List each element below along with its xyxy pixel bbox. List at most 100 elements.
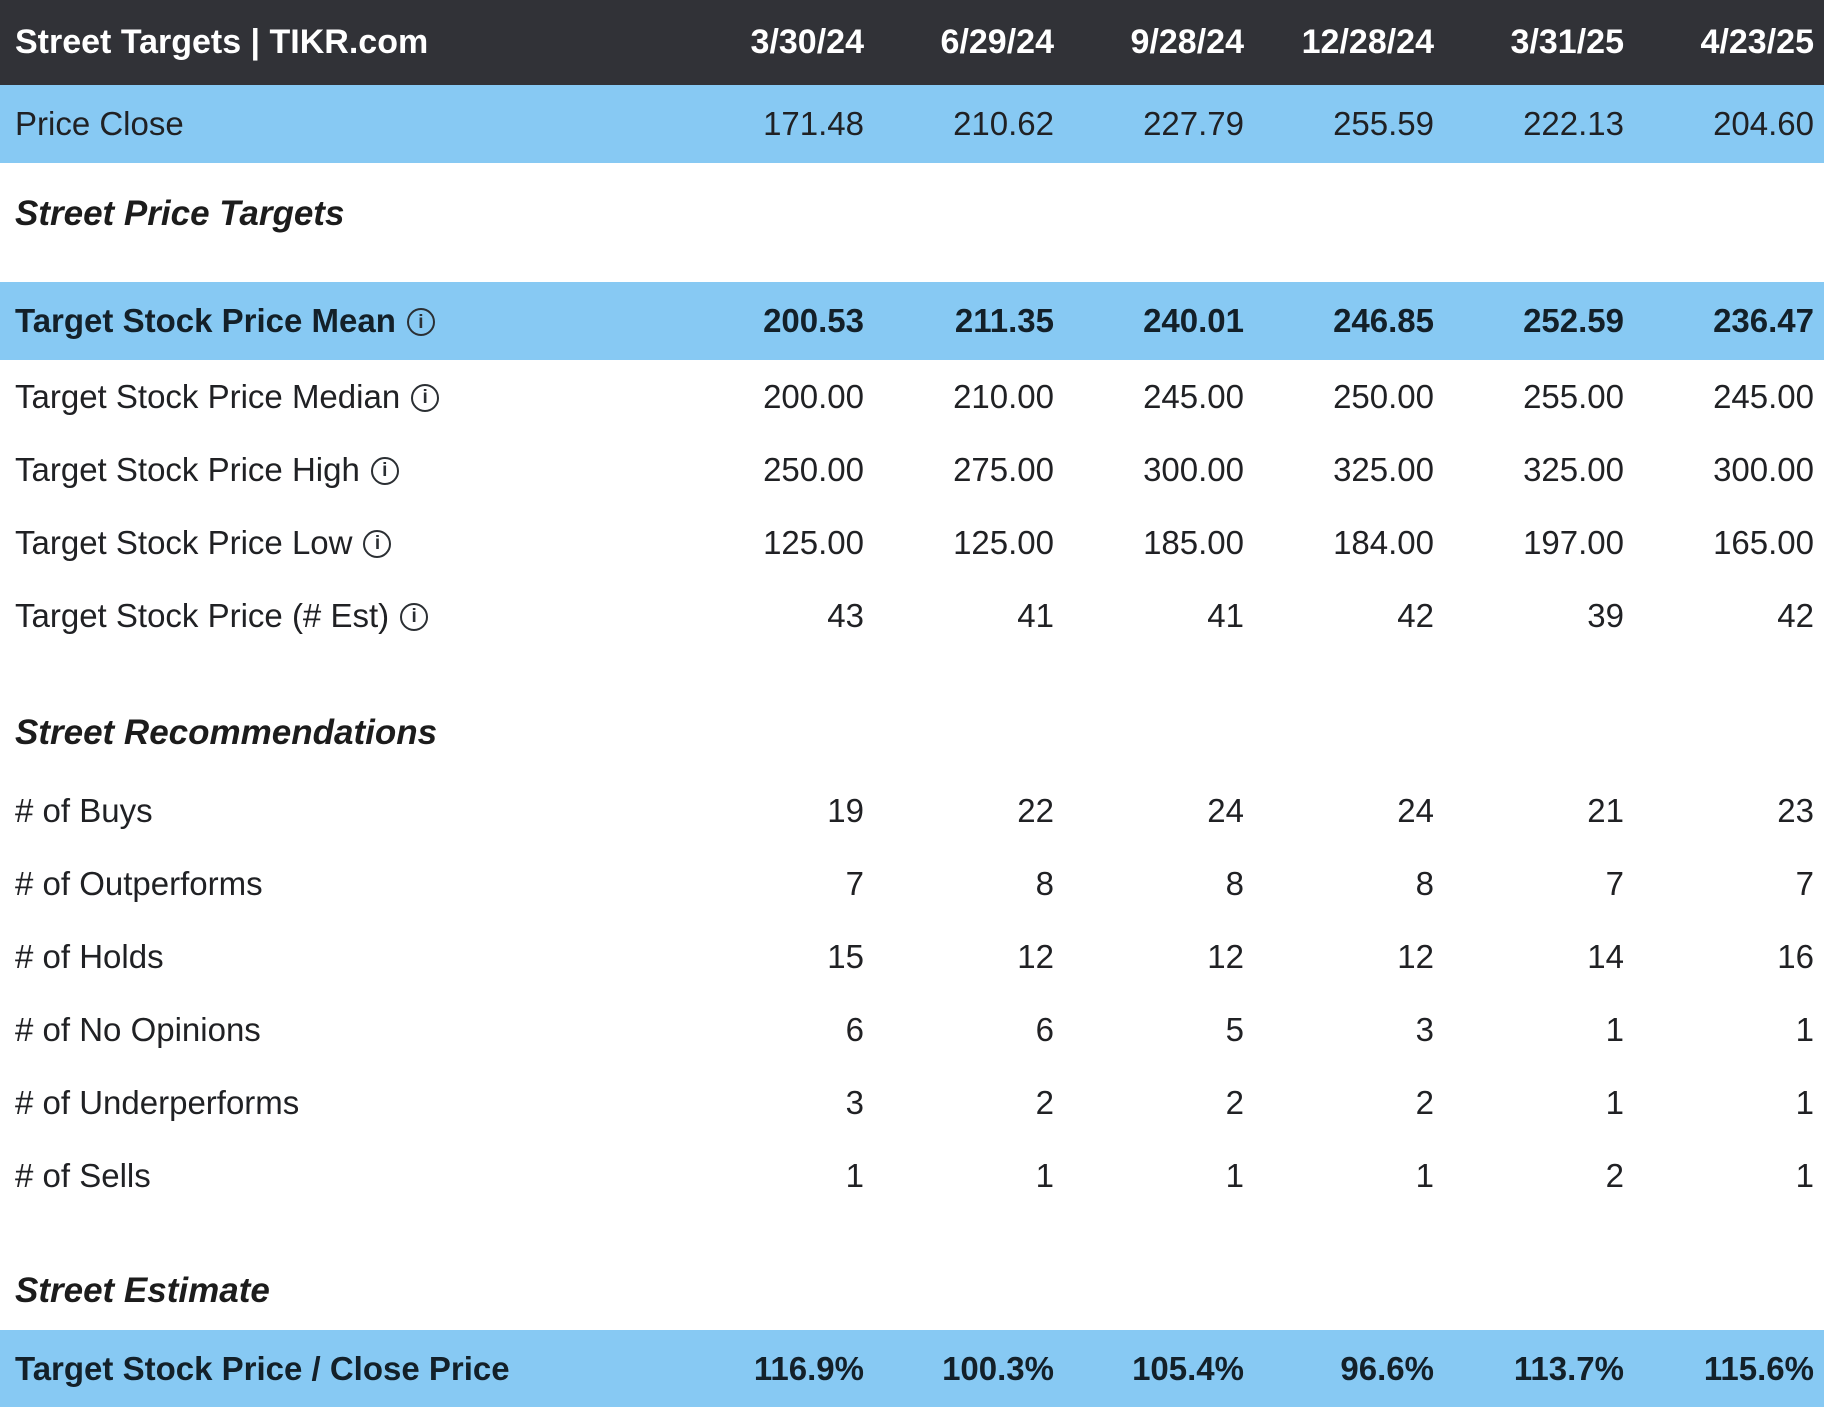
table-row-target-low: Target Stock Price Low i 125.00 125.00 1… (0, 506, 1824, 579)
cell: 255.00 (1523, 377, 1624, 415)
cell: 7 (845, 864, 864, 902)
cell: 7 (1795, 864, 1814, 902)
column-header: 6/29/24 (940, 23, 1054, 61)
cell: 165.00 (1713, 523, 1814, 561)
row-label: # of Sells (15, 1156, 151, 1194)
info-icon[interactable]: i (400, 602, 429, 631)
table-row-no-opinions: # of No Opinions 6 6 5 3 1 1 (0, 993, 1824, 1066)
table-row-underperforms: # of Underperforms 3 2 2 2 1 1 (0, 1066, 1824, 1139)
table-title: Street Targets | TIKR.com (15, 23, 429, 61)
row-label: # of Buys (15, 791, 153, 829)
cell: 100.3% (942, 1349, 1054, 1387)
cell: 255.59 (1333, 105, 1434, 142)
cell: 325.00 (1333, 450, 1434, 488)
info-icon[interactable]: i (406, 308, 435, 336)
cell: 5 (1225, 1010, 1244, 1048)
cell: 15 (827, 937, 864, 975)
table-row-target-vs-close: Target Stock Price / Close Price 116.9% … (0, 1330, 1824, 1407)
cell: 21 (1587, 791, 1624, 829)
section-title-street-estimate: Street Estimate (15, 1271, 270, 1310)
cell: 116.9% (753, 1349, 864, 1387)
cell: 2 (1035, 1083, 1054, 1121)
cell: 240.01 (1143, 302, 1244, 339)
cell: 2 (1605, 1156, 1624, 1194)
row-label: # of No Opinions (15, 1010, 261, 1048)
table-row-price-close: Price Close 171.48 210.62 227.79 255.59 … (0, 85, 1824, 163)
cell: 3 (1415, 1010, 1434, 1048)
info-icon[interactable]: i (411, 383, 440, 412)
cell: 200.53 (763, 302, 864, 339)
cell: 275.00 (953, 450, 1054, 488)
cell: 171.48 (763, 105, 864, 142)
cell: 16 (1777, 937, 1814, 975)
cell: 197.00 (1523, 523, 1624, 561)
cell: 325.00 (1523, 450, 1624, 488)
cell: 1 (1605, 1083, 1624, 1121)
cell: 6 (845, 1010, 864, 1048)
row-label: # of Underperforms (15, 1083, 300, 1121)
cell: 1 (1225, 1156, 1244, 1194)
row-label: Target Stock Price Median (15, 377, 401, 415)
cell: 1 (845, 1156, 864, 1194)
cell: 1 (1605, 1010, 1624, 1048)
table-row-target-mean: Target Stock Price Mean i 200.53 211.35 … (0, 282, 1824, 360)
cell: 1 (1795, 1156, 1814, 1194)
cell: 8 (1225, 864, 1244, 902)
cell: 125.00 (953, 523, 1054, 561)
cell: 300.00 (1143, 450, 1244, 488)
cell: 2 (1415, 1083, 1434, 1121)
cell: 8 (1035, 864, 1054, 902)
cell: 8 (1415, 864, 1434, 902)
cell: 250.00 (763, 450, 864, 488)
table-row-target-high: Target Stock Price High i 250.00 275.00 … (0, 433, 1824, 506)
table-row-target-num-est: Target Stock Price (# Est) i 43 41 41 42… (0, 579, 1824, 652)
row-label: Price Close (15, 105, 184, 142)
cell: 185.00 (1143, 523, 1244, 561)
cell: 245.00 (1143, 377, 1244, 415)
cell: 246.85 (1333, 302, 1434, 339)
row-label: Target Stock Price (# Est) (15, 596, 390, 634)
cell: 7 (1605, 864, 1624, 902)
cell: 210.62 (953, 105, 1054, 142)
cell: 42 (1777, 596, 1814, 634)
cell: 41 (1017, 596, 1054, 634)
table-row-outperforms: # of Outperforms 7 8 8 8 7 7 (0, 847, 1824, 920)
cell: 250.00 (1333, 377, 1434, 415)
cell: 6 (1035, 1010, 1054, 1048)
column-header: 9/28/24 (1130, 23, 1244, 61)
cell: 42 (1397, 596, 1434, 634)
column-header: 4/23/25 (1700, 23, 1814, 61)
cell: 300.00 (1713, 450, 1814, 488)
cell: 211.35 (954, 302, 1054, 339)
row-label: # of Outperforms (15, 864, 263, 902)
cell: 23 (1777, 791, 1814, 829)
cell: 3 (845, 1083, 864, 1121)
row-label: Target Stock Price / Close Price (15, 1349, 510, 1387)
column-header: 12/28/24 (1301, 23, 1434, 61)
cell: 12 (1397, 937, 1434, 975)
cell: 41 (1207, 596, 1244, 634)
info-icon[interactable]: i (363, 529, 392, 558)
cell: 200.00 (763, 377, 864, 415)
cell: 204.60 (1713, 105, 1814, 142)
table-row-sells: # of Sells 1 1 1 1 2 1 (0, 1139, 1824, 1212)
section-title-street-price-targets: Street Price Targets (15, 194, 345, 233)
table-row-holds: # of Holds 15 12 12 12 14 16 (0, 920, 1824, 993)
cell: 1 (1795, 1083, 1814, 1121)
cell: 115.6% (1703, 1349, 1814, 1387)
cell: 1 (1415, 1156, 1434, 1194)
cell: 14 (1587, 937, 1624, 975)
column-header: 3/31/25 (1510, 23, 1624, 61)
cell: 43 (827, 596, 864, 634)
cell: 113.7% (1513, 1349, 1624, 1387)
row-label: Target Stock Price Mean (15, 302, 396, 339)
info-icon[interactable]: i (370, 456, 399, 485)
cell: 105.4% (1132, 1349, 1244, 1387)
table-row-target-median: Target Stock Price Median i 200.00 210.0… (0, 360, 1824, 433)
cell: 24 (1207, 791, 1244, 829)
cell: 184.00 (1333, 523, 1434, 561)
row-label: # of Holds (15, 937, 164, 975)
table-row-buys: # of Buys 19 22 24 24 21 23 (0, 774, 1824, 847)
cell: 1 (1795, 1010, 1814, 1048)
